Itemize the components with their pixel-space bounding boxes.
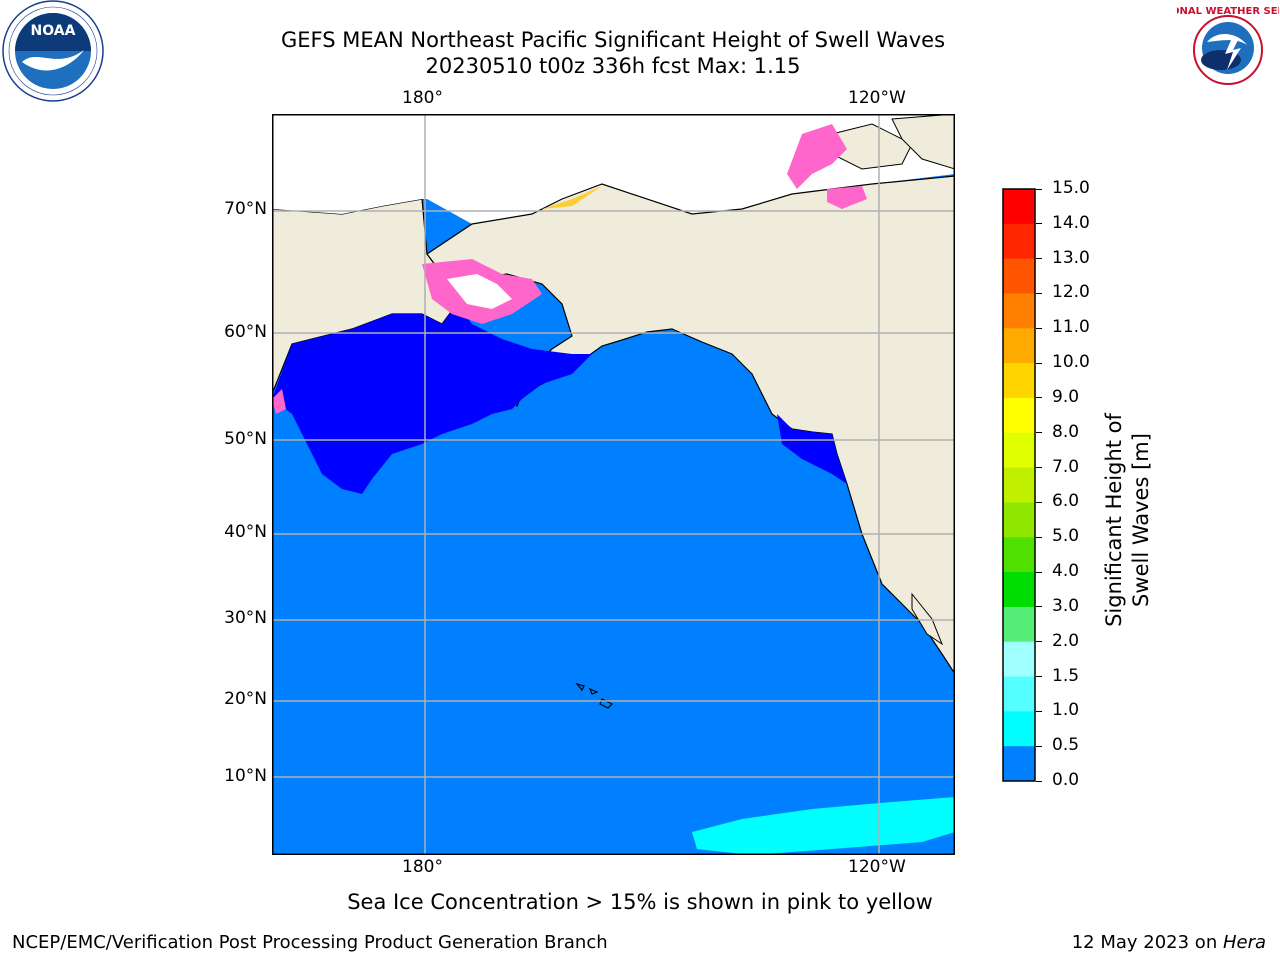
colorbar-segment [1003,328,1035,364]
nws-logo-text: NATIONAL WEATHER SERVICE [1177,6,1279,17]
lon-label-bottom-180: 180° [402,857,443,877]
colorbar-tick-label: 14.0 [1052,212,1090,233]
colorbar-tick-label: 4.0 [1052,561,1080,582]
colorbar-tick-mark [1036,258,1042,260]
map-graticule [272,114,955,855]
colorbar-tick-label: 8.0 [1052,421,1080,442]
colorbar-segment [1003,189,1035,225]
lat-label-30n: 30°N [224,608,267,628]
lat-label-40n: 40°N [224,522,267,542]
lon-label-top-180: 180° [402,88,443,108]
colorbar-segment [1003,711,1035,747]
footer-date-text: 12 May 2023 on [1071,932,1223,953]
colorbar-tick-label: 0.5 [1052,735,1080,756]
colorbar-tick-mark [1036,292,1042,294]
colorbar-tick-label: 7.0 [1052,456,1080,477]
colorbar-segment [1003,746,1035,782]
colorbar-tick-label: 10.0 [1052,352,1090,373]
colorbar-tick-label: 2.0 [1052,630,1080,651]
lat-label-70n: 70°N [224,199,267,219]
nws-logo: NATIONAL WEATHER SERVICE [1145,0,1280,106]
colorbar-svg [1002,188,1036,782]
colorbar-segment [1003,467,1035,503]
colorbar-segment [1003,537,1035,573]
colorbar-tick-label: 1.0 [1052,700,1080,721]
colorbar-segment [1003,572,1035,608]
colorbar-tick-mark [1036,223,1042,225]
colorbar-tick-mark [1036,536,1042,538]
colorbar-tick-label: 11.0 [1052,317,1090,338]
colorbar-tick-mark [1036,432,1042,434]
colorbar-tick-label: 3.0 [1052,595,1080,616]
colorbar-tick-mark [1036,397,1042,399]
colorbar-segment [1003,502,1035,538]
colorbar-segment [1003,258,1035,294]
colorbar-tick-label: 5.0 [1052,526,1080,547]
colorbar-tick-mark [1036,641,1042,643]
map-svg [271,113,956,855]
colorbar-tick-label: 9.0 [1052,386,1080,407]
colorbar-tick-label: 12.0 [1052,282,1090,303]
colorbar-segment [1003,293,1035,329]
lat-label-60n: 60°N [224,322,267,342]
colorbar-segment [1003,641,1035,678]
sea-ice-caption: Sea Ice Concentration > 15% is shown in … [347,890,933,914]
map-panel [271,113,956,859]
lat-label-50n: 50°N [224,429,267,449]
colorbar-tick-mark [1036,362,1042,364]
colorbar-tick-mark [1036,745,1042,747]
lon-label-bottom-120w: 120°W [848,857,906,877]
colorbar-tick-mark [1036,327,1042,329]
colorbar-tick-mark [1036,571,1042,573]
colorbar-tick-label: 6.0 [1052,491,1080,512]
colorbar-tick-mark [1036,501,1042,503]
colorbar-segment [1003,363,1035,399]
footer-host: Hera [1222,932,1266,953]
colorbar-tick-label: 0.0 [1052,770,1080,790]
colorbar-tick-mark [1036,780,1042,782]
shallow-swell-area [272,304,592,494]
footer-credit: NCEP/EMC/Verification Post Processing Pr… [12,932,608,953]
land-hawaii [575,682,614,709]
arctic-ocean [272,114,955,224]
noaa-logo-text: NOAA [31,23,76,39]
colorbar [1002,188,1036,786]
colorbar-tick-label: 15.0 [1052,178,1090,198]
map-frame [272,114,955,855]
colorbar-segment [1003,432,1035,469]
noaa-logo: NOAA [2,0,104,106]
colorbar-tick-mark [1036,606,1042,608]
colorbar-tick-label: 1.5 [1052,665,1080,686]
colorbar-tick-mark [1036,710,1042,712]
lon-label-top-120w: 120°W [848,88,906,108]
colorbar-segment [1003,606,1035,643]
swell-1p5-area [692,797,955,855]
map-title: GEFS MEAN Northeast Pacific Significant … [280,28,946,52]
colorbar-tick-mark [1036,188,1042,190]
colorbar-segment [1003,397,1035,434]
colorbar-tick-mark [1036,467,1042,469]
footer-date: 12 May 2023 on Hera [1072,932,1266,953]
colorbar-title: Significant Height of Swell Waves [m] [1102,413,1153,627]
lat-label-20n: 20°N [224,689,267,709]
colorbar-tick-label: 13.0 [1052,247,1090,268]
colorbar-frame [1002,188,1036,782]
map-subtitle: 20230510 t00z 336h fcst Max: 1.15 [425,54,801,78]
lat-label-10n: 10°N [224,766,267,786]
colorbar-tick-mark [1036,676,1042,678]
colorbar-segment [1003,223,1035,260]
colorbar-segment [1003,676,1035,712]
